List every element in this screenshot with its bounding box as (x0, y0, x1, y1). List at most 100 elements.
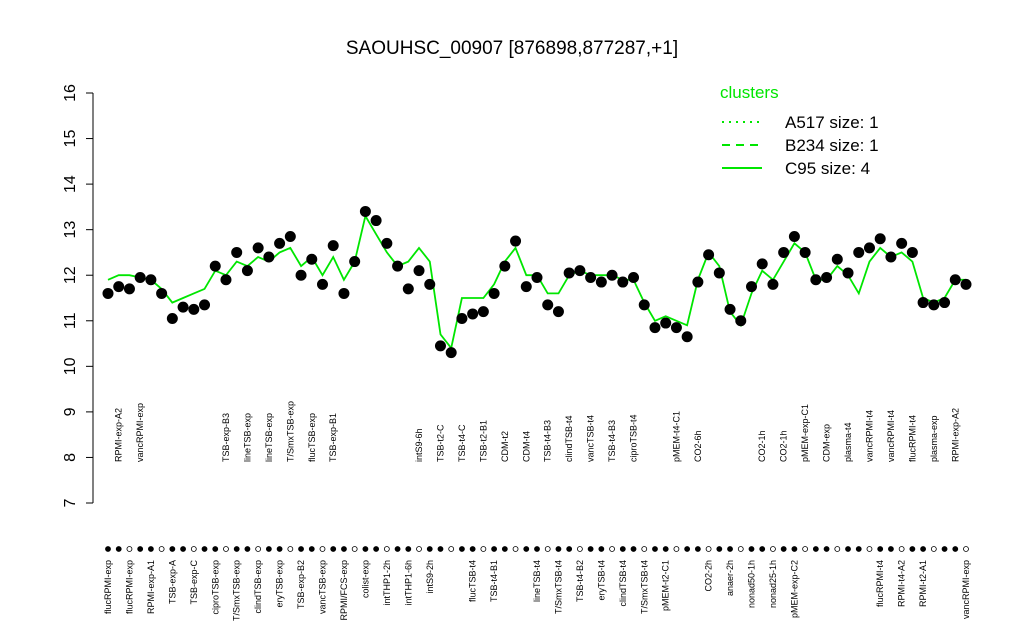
x-tick-label: TSB-exp-B3 (221, 413, 231, 462)
legend-label: A517 size: 1 (785, 113, 879, 132)
sample-point (756, 258, 768, 270)
sample-marker (158, 546, 165, 552)
y-tick-label: 10 (62, 357, 79, 375)
sample-marker (673, 546, 680, 552)
sample-point (703, 249, 715, 261)
x-tick-label: flucRPMI-t4 (907, 415, 917, 462)
sample-marker (534, 546, 540, 552)
sample-point (338, 287, 350, 299)
sample-point (295, 269, 307, 281)
sample-point (606, 269, 618, 281)
sample-marker (748, 546, 755, 552)
y-tick-label: 14 (62, 175, 79, 193)
sample-point (102, 287, 114, 299)
sample-marker (727, 546, 733, 552)
sample-point (434, 340, 446, 352)
sample-point (681, 331, 693, 343)
sample-point (799, 246, 811, 258)
sample-marker (330, 546, 337, 552)
x-tick-label: clindTSB-t4 (564, 415, 574, 462)
sample-marker (930, 546, 937, 552)
x-tick-label: RPMI/FCS-exp (339, 560, 349, 621)
x-tick-label: TSB-exp-C (189, 560, 199, 605)
sample-point (649, 322, 661, 334)
sample-marker (941, 546, 948, 552)
x-tick-label: CDM-exp (822, 424, 832, 462)
sample-point (735, 315, 747, 327)
sample-point (821, 272, 833, 283)
sample-point (595, 276, 607, 288)
sample-marker (212, 546, 219, 552)
x-tick-label: lineTSB-t4 (532, 560, 542, 602)
sample-marker (791, 546, 798, 552)
sample-marker (694, 546, 701, 552)
x-tick-label: T/SmxTSB-t4 (639, 560, 649, 614)
x-tick-label: TSB-t2-C (435, 424, 445, 462)
sample-point (874, 233, 886, 245)
sample-marker (577, 546, 583, 552)
sample-point (123, 283, 135, 295)
sample-marker (405, 546, 412, 552)
legend-label: C95 size: 4 (785, 159, 870, 178)
sample-marker (544, 546, 551, 552)
legend-label: B234 size: 1 (785, 136, 879, 155)
sample-marker (255, 546, 262, 552)
x-tick-label: TSB-t2-B1 (478, 420, 488, 462)
x-tick-label: RPMI-exp-A2 (114, 408, 124, 462)
sample-marker (341, 546, 347, 552)
sample-marker (662, 546, 669, 552)
sample-point (960, 278, 972, 290)
y-tick-label: 7 (62, 498, 79, 507)
sample-point (853, 246, 865, 258)
sample-point (542, 299, 554, 311)
sample-point (896, 237, 908, 249)
x-tick-label: flucRPMI-exp (103, 560, 113, 614)
x-tick-label: pMEM-exp-C1 (800, 404, 810, 462)
x-tick-label: intS9-2h (425, 560, 435, 594)
sample-point (939, 297, 951, 309)
sample-point (263, 251, 275, 263)
sample-marker (223, 546, 229, 552)
sample-point (134, 272, 146, 283)
sample-marker (523, 546, 530, 552)
x-tick-label: vancRPMI-t4 (864, 410, 874, 462)
x-tick-label: CO2-1h (757, 430, 767, 462)
sample-marker (952, 546, 959, 552)
sample-point (574, 265, 586, 277)
x-tick-label: vancTSB-exp (318, 560, 328, 614)
sample-marker (888, 546, 894, 552)
sample-marker (684, 546, 691, 552)
y-tick-label: 12 (62, 266, 79, 284)
x-tick-label: CO2-2h (704, 560, 714, 592)
x-tick-label: TSB-t4-B1 (489, 560, 499, 602)
sample-marker (126, 546, 133, 552)
sample-marker (555, 546, 562, 552)
sample-point (831, 253, 843, 265)
x-tick-label: T/SmxTSB-t4 (553, 560, 563, 614)
sample-marker (459, 546, 465, 552)
sample-point (660, 317, 672, 329)
x-tick-label: eryTSB-t4 (596, 560, 606, 601)
sample-marker (276, 546, 283, 552)
sample-marker (180, 546, 186, 552)
x-tick-label: TSB-t4-B3 (543, 420, 553, 462)
sample-marker (855, 546, 862, 552)
y-tick-label: 16 (62, 84, 79, 102)
y-tick-label: 11 (62, 312, 79, 329)
chart-title: SAOUHSC_00907 [876898,877287,+1] (346, 38, 678, 59)
x-tick-label: CO2-1h (779, 430, 789, 462)
x-tick-label: plasma-exp (929, 415, 939, 462)
x-tick-label: nonad25-1h (768, 560, 778, 608)
legend-title: clusters (720, 83, 779, 102)
sample-point (585, 272, 597, 283)
sample-marker (823, 546, 830, 552)
x-tick-label: TSB-exp-B2 (296, 560, 306, 609)
sample-point (724, 303, 736, 315)
sample-point (113, 281, 125, 293)
x-tick-label: RPMI-exp-A2 (950, 408, 960, 462)
sample-marker (437, 546, 444, 552)
x-tick-label: vancRPMI-exp (135, 403, 145, 462)
x-tick-label: TSB-t4-B3 (607, 420, 617, 462)
x-tick-label: vancRPMI-exp (961, 560, 971, 619)
